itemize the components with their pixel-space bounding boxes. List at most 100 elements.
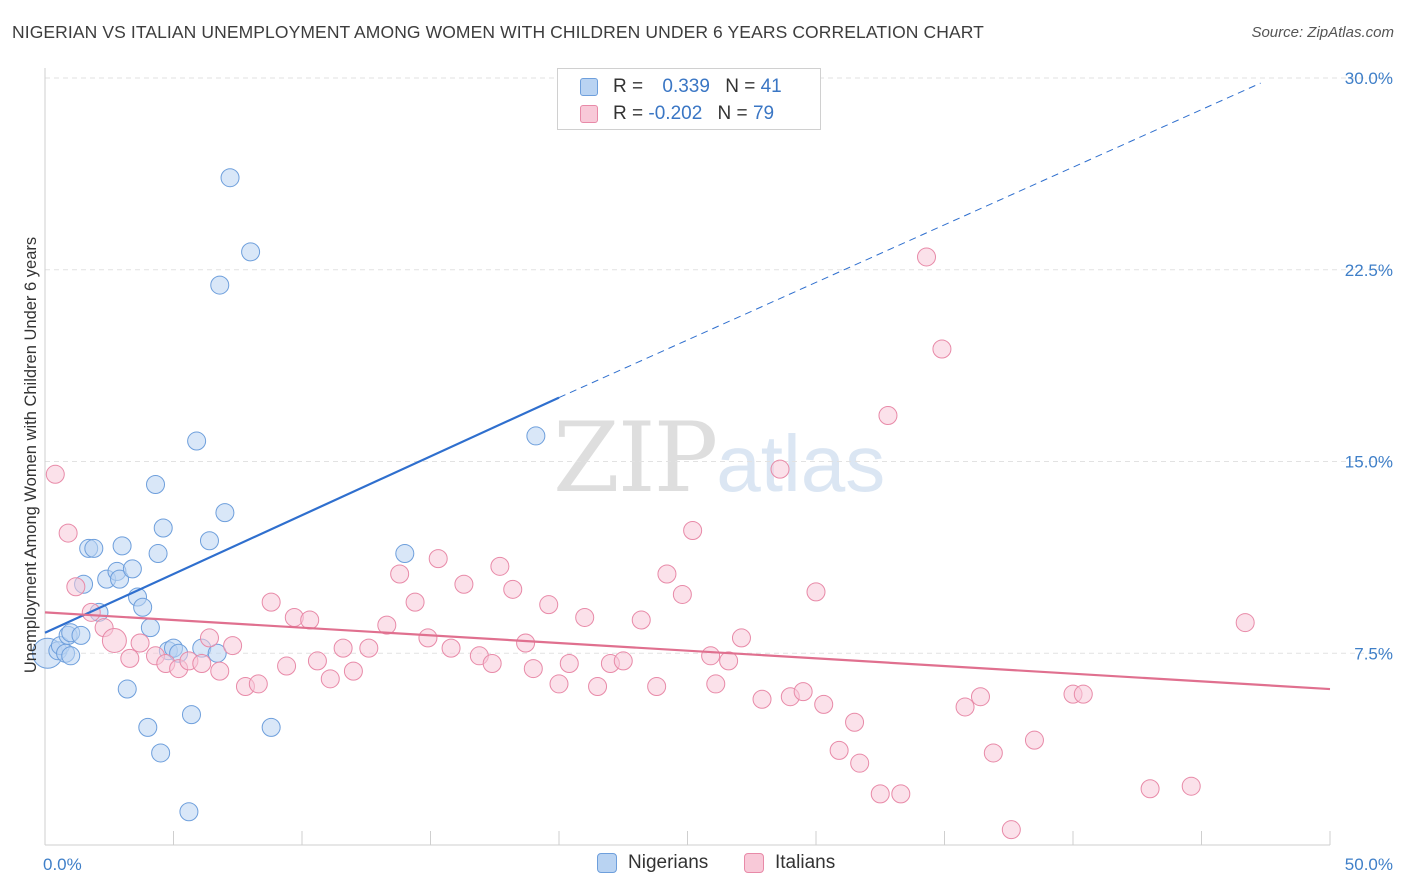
y-axis-label: Unemployment Among Women with Children U… <box>22 237 40 673</box>
nigerians-point <box>395 544 415 564</box>
italians-point <box>701 646 721 666</box>
italians-point <box>333 638 353 658</box>
nigerians-trend-line <box>44 396 560 634</box>
italians-point <box>752 689 772 709</box>
italians-point <box>549 674 569 694</box>
italians-point <box>588 676 608 696</box>
stats-legend: R = 0.339 N = 41 R = -0.202 N = 79 <box>557 68 821 130</box>
nigerians-point <box>187 431 207 451</box>
n-value: 41 <box>760 76 782 97</box>
n-label: N = <box>725 76 756 97</box>
nigerians-point <box>210 275 230 295</box>
watermark-zip: ZIP <box>553 402 718 514</box>
nigerians-point <box>140 618 160 638</box>
italians-point <box>657 564 677 584</box>
italians-point <box>1235 613 1255 633</box>
nigerians-point <box>110 569 130 589</box>
italians-point <box>523 659 543 679</box>
italians-point <box>845 712 865 732</box>
italians-points <box>45 247 1255 840</box>
italians-point <box>955 697 975 717</box>
y-tick-label: 15.0% <box>1345 453 1393 472</box>
chart-title: NIGERIAN VS ITALIAN UNEMPLOYMENT AMONG W… <box>12 22 984 42</box>
italians-point <box>405 592 425 612</box>
italians-point <box>870 784 890 804</box>
italians-point <box>1073 684 1093 704</box>
italians-point <box>343 661 363 681</box>
italians-point <box>1181 776 1201 796</box>
italians-point <box>539 595 559 615</box>
r-label: R = <box>613 103 644 124</box>
italians-point <box>45 464 65 484</box>
nigerians-point <box>148 544 168 564</box>
nigerians-point <box>84 538 104 558</box>
italians-point <box>878 405 898 425</box>
nigerians-point <box>261 717 281 737</box>
nigerians-point <box>71 625 91 645</box>
italians-point <box>418 628 438 648</box>
italians-point <box>647 676 667 696</box>
nigerians-points <box>32 168 546 822</box>
italians-point <box>793 682 813 702</box>
nigerians-point <box>151 743 171 763</box>
italians-swatch <box>580 105 598 123</box>
italians-trend-line <box>44 611 1331 691</box>
italians-point <box>130 633 150 653</box>
italians-point <box>101 627 127 653</box>
italians-point <box>770 459 790 479</box>
italians-point <box>516 633 536 653</box>
nigerians-point <box>179 802 199 822</box>
n-value: 79 <box>752 103 775 124</box>
italians-legend-swatch <box>744 853 764 873</box>
italians-point <box>454 574 474 594</box>
italians-point <box>248 674 268 694</box>
nigerians-point <box>181 705 201 725</box>
italians-point <box>300 610 320 630</box>
italians-point <box>983 743 1003 763</box>
italians-point <box>320 669 340 689</box>
italians-point <box>482 653 502 673</box>
watermark: ZIPatlas <box>553 402 885 514</box>
nigerians-point <box>112 536 132 556</box>
italians-point <box>829 740 849 760</box>
nigerians-legend-swatch <box>597 853 617 873</box>
italians-point <box>850 753 870 773</box>
italians-point <box>428 549 448 569</box>
italians-point <box>223 636 243 656</box>
italians-point <box>58 523 78 543</box>
italians-point <box>261 592 281 612</box>
italians-point <box>1140 779 1160 799</box>
italians-point <box>719 651 739 671</box>
italians-point <box>683 521 703 541</box>
nigerians-point <box>122 559 142 579</box>
italians-point <box>731 628 751 648</box>
nigerians-point <box>241 242 261 262</box>
nigerians-point <box>526 426 546 446</box>
italians-point <box>192 653 212 673</box>
italians-point <box>490 556 510 576</box>
r-value: 0.339 <box>662 76 710 97</box>
italians-point <box>970 687 990 707</box>
y-tick-label: 30.0% <box>1345 69 1393 88</box>
italians-point <box>120 648 140 668</box>
italians-point <box>1024 730 1044 750</box>
italians-point <box>199 628 219 648</box>
nigerians-point <box>61 646 81 666</box>
axes <box>44 68 1331 846</box>
legend-label: Nigerians <box>628 852 709 873</box>
italians-point <box>441 638 461 658</box>
trend-lines <box>44 82 1331 691</box>
italians-point <box>559 653 579 673</box>
italians-point <box>359 638 379 658</box>
x-tick-label: 0.0% <box>43 855 82 874</box>
n-label: N = <box>717 103 748 124</box>
italians-point <box>917 247 937 267</box>
italians-point <box>672 584 692 604</box>
italians-point <box>277 656 297 676</box>
source-label: Source: ZipAtlas.com <box>1251 24 1394 41</box>
italians-point <box>891 784 911 804</box>
nigerians-point <box>138 717 158 737</box>
nigerians-point <box>220 168 240 188</box>
tick-labels: 7.5% 15.0% 22.5% 30.0% 0.0% 50.0% <box>43 69 1393 874</box>
